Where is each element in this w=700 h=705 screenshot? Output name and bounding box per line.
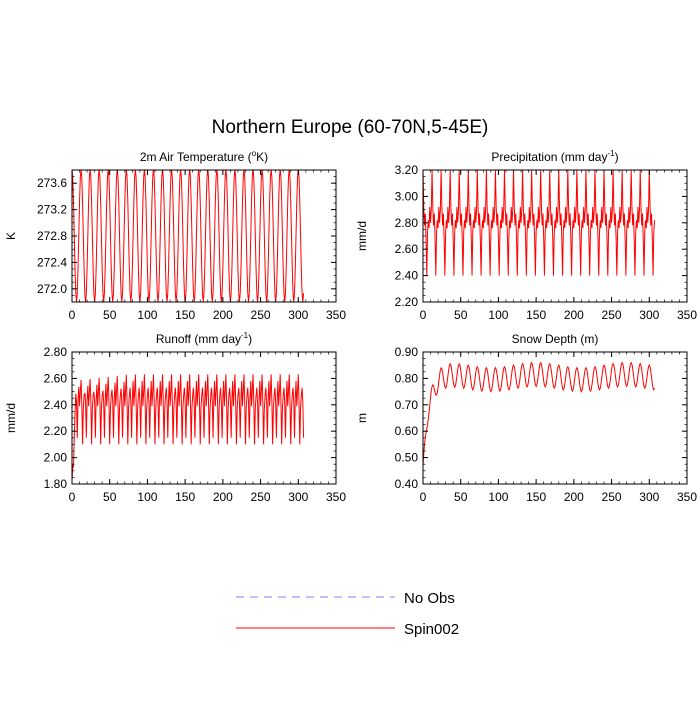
- x-tick-label: 50: [454, 490, 468, 504]
- x-tick-label: 0: [420, 308, 427, 322]
- x-tick-label: 100: [488, 490, 508, 504]
- x-tick-label: 50: [454, 308, 468, 322]
- x-tick-label: 250: [602, 308, 622, 322]
- x-tick-label: 300: [288, 490, 308, 504]
- y-tick-label: 2.60: [44, 371, 68, 385]
- y-tick-label: 0.40: [395, 477, 419, 491]
- series-line-spin002: [423, 361, 656, 466]
- panel-4: Snow Depth (m) 0 50 100 150 200 250 300 350 0.40 0…: [355, 332, 697, 504]
- series-line-spin002: [72, 170, 305, 302]
- y-tick-label: 273.2: [37, 203, 67, 217]
- x-tick-label: 250: [602, 490, 622, 504]
- panel-1: 2m Air Temperature (oK) 0 50 100 150 200 250 30…: [4, 149, 346, 322]
- x-tick-label: 350: [326, 308, 346, 322]
- x-tick-label: 150: [175, 308, 195, 322]
- figure-title: Northern Europe (60-70N,5-45E): [212, 117, 489, 138]
- x-tick-label: 200: [564, 490, 584, 504]
- x-tick-label: 200: [213, 490, 233, 504]
- y-tick-label: 0.90: [395, 345, 419, 359]
- panel-title: Snow Depth (m): [512, 332, 599, 346]
- y-tick-label: 2.40: [395, 269, 419, 283]
- y-axis-label: K: [4, 232, 18, 240]
- y-tick-label: 2.20: [395, 295, 419, 309]
- x-tick-label: 200: [213, 308, 233, 322]
- x-tick-label: 50: [103, 308, 117, 322]
- x-tick-label: 350: [677, 490, 697, 504]
- x-tick-label: 100: [137, 308, 157, 322]
- y-tick-label: 0.50: [395, 451, 419, 465]
- y-axis-label: m: [355, 413, 369, 423]
- panels: 2m Air Temperature (oK) 0 50 100 150 200 250 30…: [4, 149, 697, 504]
- x-tick-label: 150: [175, 490, 195, 504]
- y-tick-label: 3.00: [395, 189, 419, 203]
- y-tick-label: 2.60: [395, 242, 419, 256]
- legend-label-no-obs: No Obs: [404, 590, 455, 607]
- panel-title: Precipitation (mm day-1): [491, 149, 618, 164]
- series-line-spin002: [423, 170, 656, 276]
- x-tick-label: 0: [69, 490, 76, 504]
- legend: No Obs Spin002: [236, 590, 459, 638]
- y-tick-label: 0.60: [395, 424, 419, 438]
- panel-3: Runoff (mm day-1) 0 50 100 150 200 250 300 350 1.…: [4, 331, 346, 504]
- y-axis-label: mm/d: [355, 221, 369, 251]
- x-tick-label: 100: [137, 490, 157, 504]
- y-tick-label: 3.20: [395, 163, 419, 177]
- x-tick-label: 300: [639, 490, 659, 504]
- y-tick-label: 0.70: [395, 398, 419, 412]
- x-tick-label: 200: [564, 308, 584, 322]
- y-tick-label: 1.80: [44, 477, 68, 491]
- y-axis-label: mm/d: [4, 403, 18, 433]
- y-tick-label: 2.00: [44, 451, 68, 465]
- x-tick-label: 100: [488, 308, 508, 322]
- x-tick-label: 250: [251, 308, 271, 322]
- panel-title: Runoff (mm day-1): [156, 331, 252, 346]
- x-tick-label: 0: [420, 490, 427, 504]
- series-line-spin002: [72, 374, 305, 482]
- x-tick-label: 150: [526, 490, 546, 504]
- panel-2: Precipitation (mm day-1) 0 50 100 150 200 250 3…: [355, 149, 697, 322]
- y-tick-label: 272.4: [37, 255, 67, 269]
- x-tick-label: 50: [103, 490, 117, 504]
- y-tick-label: 0.80: [395, 371, 419, 385]
- panel-title: 2m Air Temperature (oK): [140, 149, 268, 164]
- y-tick-label: 272.8: [37, 229, 67, 243]
- y-tick-label: 272.0: [37, 282, 67, 296]
- x-tick-label: 350: [326, 490, 346, 504]
- x-tick-label: 300: [288, 308, 308, 322]
- x-tick-label: 350: [677, 308, 697, 322]
- x-tick-label: 0: [69, 308, 76, 322]
- y-tick-label: 2.40: [44, 398, 68, 412]
- x-tick-label: 250: [251, 490, 271, 504]
- y-tick-label: 2.80: [44, 345, 68, 359]
- y-tick-label: 2.80: [395, 216, 419, 230]
- y-tick-label: 2.20: [44, 424, 68, 438]
- x-tick-label: 300: [639, 308, 659, 322]
- legend-label-spin002: Spin002: [404, 621, 459, 638]
- x-tick-label: 150: [526, 308, 546, 322]
- y-tick-label: 273.6: [37, 176, 67, 190]
